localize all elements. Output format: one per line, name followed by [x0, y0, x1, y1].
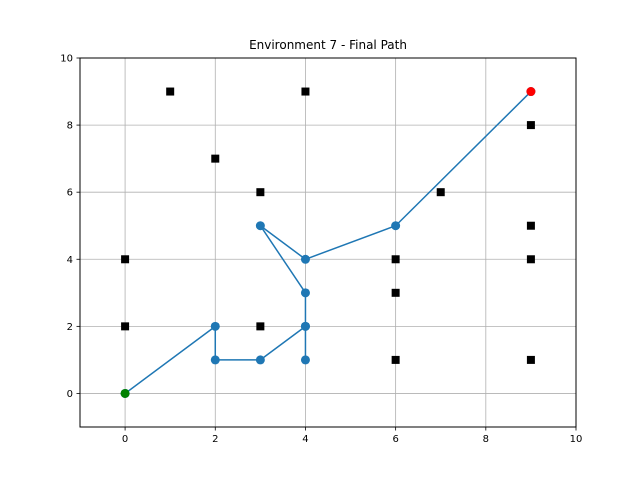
obstacle-marker [526, 121, 535, 130]
x-tick-label: 2 [212, 434, 218, 445]
y-tick-label: 8 [67, 121, 73, 132]
y-tick-label: 2 [67, 322, 73, 333]
path-waypoint [300, 321, 310, 331]
path-waypoint [210, 355, 220, 365]
obstacle-marker [391, 255, 400, 264]
path-line [124, 91, 532, 395]
markers [120, 87, 536, 398]
chart-title: Environment 7 - Final Path [249, 38, 407, 52]
obstacle-marker [256, 188, 265, 197]
x-tick-label: 4 [302, 434, 308, 445]
y-tick-label: 6 [67, 188, 73, 199]
obstacle-marker [121, 322, 130, 331]
obstacle-marker [301, 87, 310, 96]
obstacle-marker [436, 188, 445, 197]
path-waypoint [300, 254, 310, 264]
y-tick-label: 4 [67, 255, 73, 266]
axis-ticks: 0 2 4 6 8 10 0 2 4 6 8 10 [60, 54, 582, 446]
obstacle-marker [121, 255, 130, 264]
obstacle-marker [391, 355, 400, 364]
path-waypoint [391, 221, 401, 231]
x-tick-label: 6 [392, 434, 398, 445]
path-waypoint [255, 221, 265, 231]
goal-point [526, 87, 536, 97]
path-waypoint [300, 288, 310, 298]
plot-frame [79, 57, 577, 428]
obstacle-marker [391, 288, 400, 297]
path-waypoint [210, 321, 220, 331]
obstacle-marker [256, 322, 265, 331]
obstacle-marker [211, 154, 220, 163]
path-waypoint [300, 355, 310, 365]
start-point [120, 388, 130, 398]
path-waypoint [255, 355, 265, 365]
obstacle-marker [526, 255, 535, 264]
x-tick-label: 8 [483, 434, 489, 445]
x-tick-label: 0 [122, 434, 128, 445]
y-tick-label: 0 [67, 389, 73, 400]
obstacle-marker [526, 355, 535, 364]
path-series [124, 91, 532, 395]
obstacle-marker [526, 221, 535, 230]
y-tick-label: 10 [60, 54, 73, 65]
x-tick-label: 10 [570, 434, 583, 445]
obstacle-marker [166, 87, 175, 96]
